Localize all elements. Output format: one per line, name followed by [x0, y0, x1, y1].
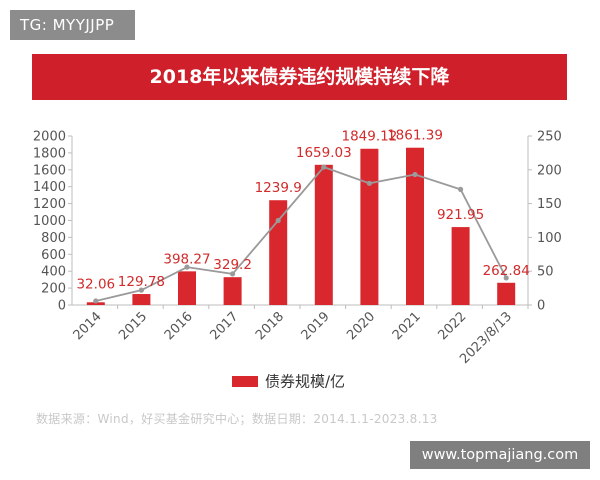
y-tick-label: 200	[41, 282, 66, 297]
x-tick-label: 2014	[71, 309, 105, 343]
x-tick-label: 2015	[116, 309, 150, 343]
bar	[406, 147, 424, 305]
source-note: 数据来源：Wind，好买基金研究中心；数据日期：2014.1.1-2023.8.…	[36, 412, 438, 426]
x-tick-label: 2018	[253, 309, 287, 343]
y-tick-label: 1400	[33, 180, 66, 195]
line-point	[412, 171, 418, 178]
x-tick-label: 2020	[344, 309, 378, 343]
bar-value-label: 129.78	[118, 274, 165, 290]
line-point	[458, 186, 464, 193]
x-tick-label: 2022	[435, 309, 469, 343]
legend-swatch	[232, 376, 258, 387]
y2-tick-label: 250	[537, 130, 562, 145]
y-tick-label: 0	[58, 299, 66, 314]
y2-tick-label: 0	[537, 299, 545, 314]
x-tick-label: 2019	[299, 309, 333, 343]
line-point	[184, 264, 190, 270]
y-tick-label: 2000	[33, 130, 66, 145]
x-tick-label: 2021	[390, 309, 424, 343]
y2-tick-label: 200	[537, 163, 562, 178]
bar-value-label: 1861.39	[387, 128, 443, 144]
x-tick-label: 2017	[207, 309, 241, 343]
bar	[132, 294, 151, 305]
bar-value-label: 1239.9	[255, 180, 302, 196]
watermark-badge: TG: MYYJJPP	[10, 10, 135, 40]
y-tick-label: 400	[41, 265, 66, 280]
line-series	[95, 166, 508, 302]
line-point	[321, 164, 327, 170]
y-tick-label: 1800	[33, 146, 66, 161]
y-tick-label: 800	[41, 231, 66, 246]
line-point	[366, 180, 372, 186]
chart-title: 2018年以来债券违约规模持续下降	[32, 54, 567, 100]
bar	[223, 277, 242, 305]
bar-value-label: 398.27	[163, 251, 210, 267]
y-tick-label: 600	[41, 248, 66, 263]
bar	[451, 227, 470, 305]
bar	[360, 148, 379, 305]
site-watermark: www.topmajiang.com	[410, 441, 590, 469]
bar	[269, 200, 288, 305]
x-tick-label: 2016	[162, 309, 196, 343]
y2-tick-label: 50	[537, 265, 554, 280]
line-point	[275, 217, 281, 224]
bar-value-label: 32.06	[76, 276, 115, 292]
y-tick-label: 1000	[33, 214, 66, 229]
bar	[86, 302, 105, 305]
y-tick-label: 1600	[33, 163, 66, 178]
legend-label: 债券规模/亿	[265, 373, 345, 391]
bar-value-label: 1659.03	[296, 145, 352, 161]
y2-tick-label: 100	[537, 231, 562, 246]
bar	[178, 271, 196, 305]
bar-value-label: 329.2	[213, 257, 252, 273]
y-tick-label: 1200	[33, 197, 66, 212]
line-point	[230, 271, 236, 277]
line-point	[93, 298, 99, 304]
bar	[497, 282, 516, 305]
bar	[314, 164, 333, 305]
bar-value-label: 921.95	[437, 207, 484, 223]
line-point	[503, 275, 509, 281]
bar-value-label: 262.84	[483, 263, 530, 279]
line-point	[138, 287, 144, 293]
bar-value-label: 1849.12	[341, 129, 397, 145]
y2-tick-label: 150	[537, 197, 562, 212]
